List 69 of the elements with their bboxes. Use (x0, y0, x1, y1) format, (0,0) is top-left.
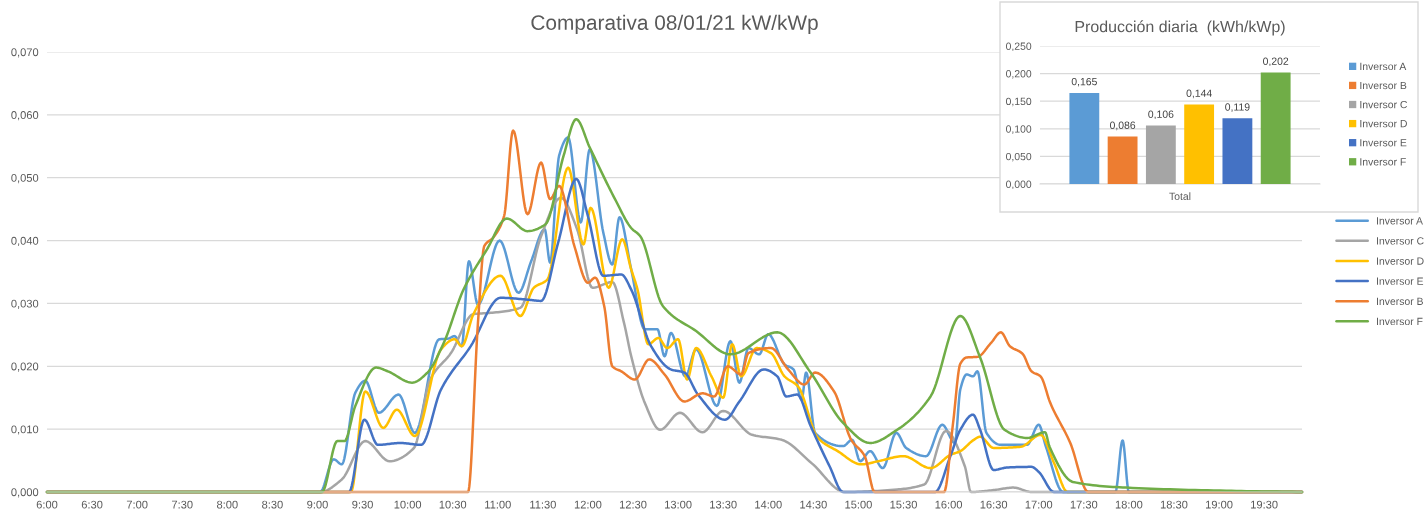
y-tick-label: 0,000 (1006, 180, 1032, 190)
x-tick-label: 7:30 (171, 500, 193, 509)
x-tick-label: 16:00 (935, 500, 963, 509)
bar (1260, 72, 1291, 184)
x-tick-label: 13:30 (710, 500, 737, 509)
x-tick-label: 6:30 (81, 500, 103, 509)
x-tick-label: 19:00 (1206, 500, 1233, 509)
legend-label: Inversor C (1377, 237, 1424, 245)
x-tick-label: 14:30 (800, 500, 827, 509)
y-tick-label: 0,000 (11, 488, 39, 498)
legend-label: Inversor A (1377, 217, 1423, 225)
y-tick-label: 0,100 (1006, 125, 1032, 134)
chart-title: Comparativa 08/01/21 kW/kWp (531, 14, 818, 35)
bar (1107, 136, 1138, 184)
x-tick-label: 10:00 (394, 500, 422, 509)
data-label: 0,119 (1225, 103, 1250, 112)
x-tick-label: 14:00 (755, 500, 782, 509)
legend-label: Inversor D (1360, 120, 1407, 128)
legend-label: Inversor E (1360, 139, 1407, 147)
bar (1184, 104, 1215, 184)
x-tick-label: 15:00 (845, 500, 872, 509)
data-label: 0,086 (1109, 121, 1136, 131)
y-tick-label: 0,030 (11, 299, 39, 309)
bar (1145, 125, 1176, 184)
data-label: 0,106 (1148, 110, 1174, 120)
x-tick-label: 7:00 (126, 500, 148, 509)
data-label: 0,202 (1263, 57, 1289, 67)
bar (1069, 92, 1100, 184)
y-tick-label: 0,060 (11, 111, 39, 121)
x-tick-label: 19:30 (1251, 500, 1278, 509)
x-tick-label: 11:00 (485, 500, 511, 509)
x-tick-label: 18:00 (1115, 500, 1143, 509)
data-label: 0,144 (1186, 89, 1212, 99)
x-tick-label: 8:00 (216, 500, 238, 509)
y-tick-label: 0,150 (1006, 97, 1032, 107)
x-tick-label: 17:00 (1025, 500, 1053, 509)
legend-label: Inversor C (1360, 100, 1408, 109)
x-tick-label: 8:30 (262, 500, 283, 509)
x-tick-label: 12:30 (619, 500, 647, 509)
x-tick-label: 17:30 (1070, 500, 1098, 509)
y-tick-label: 0,050 (11, 173, 39, 184)
x-tick-label: 18:30 (1160, 500, 1188, 509)
chart-title: Producción diaria (kWh/kWp) (1075, 20, 1285, 36)
x-tick-label: 12:00 (574, 500, 602, 509)
x-tick-label: 13:00 (665, 500, 692, 509)
y-tick-label: 0,050 (1006, 152, 1032, 162)
y-tick-label: 0,070 (11, 48, 39, 58)
x-tick-label: 10:30 (439, 500, 467, 509)
x-tick-label: 11:30 (530, 500, 556, 509)
y-tick-label: 0,020 (11, 362, 39, 372)
x-tick-label: 9:00 (307, 500, 328, 509)
legend-label: Inversor B (1377, 297, 1423, 305)
legend-label: Inversor A (1360, 62, 1407, 71)
y-tick-label: 0,010 (11, 425, 39, 435)
x-tick-label: 15:30 (890, 500, 917, 509)
x-tick-label: 16:30 (980, 500, 1008, 509)
x-tick-label: 6:00 (36, 500, 58, 509)
legend-label: Inversor F (1360, 158, 1406, 166)
x-tick-label: Total (1169, 192, 1191, 200)
x-tick-label: 9:30 (352, 500, 373, 509)
legend-label: Inversor D (1377, 257, 1424, 265)
y-tick-label: 0,200 (1006, 70, 1032, 79)
legend-label: Inversor E (1377, 277, 1424, 285)
y-tick-label: 0,250 (1006, 42, 1032, 52)
legend-label: Inversor F (1377, 317, 1423, 326)
bar (1222, 118, 1253, 184)
legend-label: Inversor B (1360, 81, 1407, 90)
y-tick-label: 0,040 (11, 236, 39, 247)
data-label: 0,165 (1071, 77, 1097, 87)
